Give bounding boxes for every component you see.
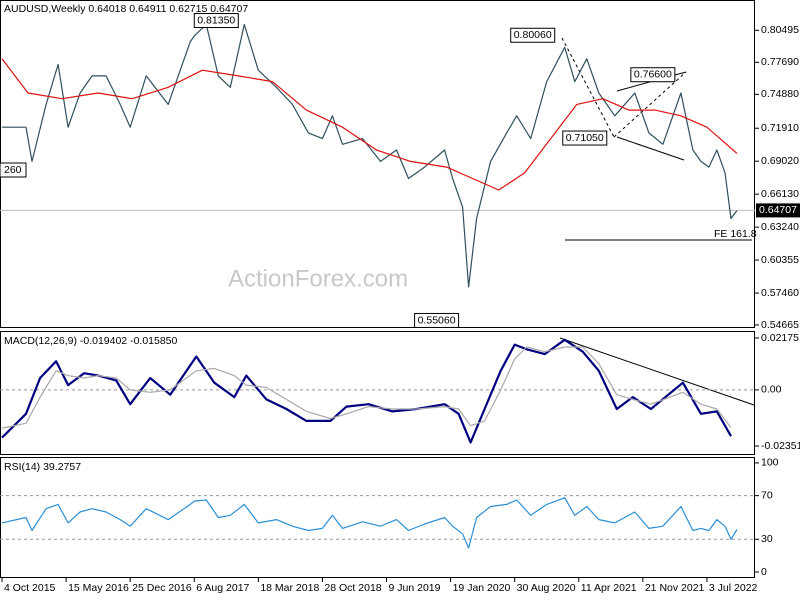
series-line bbox=[1, 497, 738, 549]
y-tick-label: 0.74880 bbox=[761, 88, 799, 100]
annotation-box bbox=[414, 312, 460, 328]
x-tick-label: 30 Aug 2020 bbox=[517, 582, 576, 594]
panel-title: RSI(14) 39.2757 bbox=[4, 461, 81, 473]
annotation-label: 0.80060 bbox=[514, 29, 552, 41]
edge-label: 260 bbox=[4, 164, 22, 176]
fib-line bbox=[561, 37, 615, 138]
x-tick-label: 21 Nov 2021 bbox=[645, 582, 705, 594]
series-line bbox=[1, 58, 738, 191]
y-tick-label: 100 bbox=[761, 457, 779, 469]
series-line bbox=[1, 338, 732, 444]
y-tick-label: 0.66130 bbox=[761, 188, 799, 200]
y-tick-label: 0.63240 bbox=[761, 221, 799, 233]
y-tick-label: 0.77690 bbox=[761, 56, 799, 68]
panel-title: AUDUSD,Weekly 0.64018 0.64911 0.62715 0.… bbox=[4, 3, 248, 15]
x-tick-label: 3 Jul 2022 bbox=[709, 582, 758, 594]
watermark: ActionForex.com bbox=[228, 265, 408, 292]
x-tick-label: 9 Jun 2019 bbox=[389, 582, 441, 594]
series-line bbox=[1, 346, 732, 429]
y-tick-label: -0.023519 bbox=[761, 440, 800, 452]
annotation-label: 0.71050 bbox=[566, 132, 604, 144]
y-tick-label: 30 bbox=[761, 533, 773, 545]
y-tick-label: 0.57460 bbox=[761, 287, 799, 299]
annotation-label: 0.81350 bbox=[197, 14, 235, 26]
fe-label: FE 161.8 bbox=[714, 228, 757, 240]
x-tick-label: 15 May 2016 bbox=[68, 582, 129, 594]
annotation-box bbox=[562, 130, 608, 146]
y-tick-label: 0 bbox=[761, 566, 767, 578]
last-price-box bbox=[756, 203, 800, 218]
y-tick-label: 70 bbox=[761, 489, 773, 501]
macd-panel-border bbox=[0, 331, 755, 455]
annotation-label: 0.76600 bbox=[634, 69, 672, 81]
x-tick-label: 4 Oct 2015 bbox=[4, 582, 56, 594]
annotation-box bbox=[193, 13, 239, 29]
panel-title: MACD(12,26,9) -0.019402 -0.015850 bbox=[4, 335, 178, 347]
x-tick-label: 28 Oct 2018 bbox=[324, 582, 381, 594]
x-tick-label: 25 Dec 2016 bbox=[132, 582, 192, 594]
series-line bbox=[2, 23, 738, 288]
y-tick-label: 0.00 bbox=[761, 384, 782, 396]
annotation-box bbox=[630, 67, 676, 83]
x-tick-label: 18 Mar 2018 bbox=[260, 582, 319, 594]
y-tick-label: 0.71910 bbox=[761, 122, 799, 134]
macd-trend-line bbox=[559, 337, 755, 406]
x-tick-label: 19 Jan 2020 bbox=[453, 582, 511, 594]
wedge-lower-line bbox=[616, 136, 685, 161]
x-tick-label: 6 Aug 2017 bbox=[196, 582, 249, 594]
annotation-box bbox=[510, 27, 556, 43]
x-tick-label: 11 Apr 2021 bbox=[581, 582, 637, 594]
last-price-label: 0.64707 bbox=[759, 204, 797, 216]
edge-label-box bbox=[0, 162, 27, 178]
y-tick-label: 0.60355 bbox=[761, 254, 799, 266]
annotation-label: 0.55060 bbox=[418, 314, 456, 326]
rsi-panel-border bbox=[0, 457, 755, 578]
y-tick-label: 0.021751 bbox=[761, 332, 800, 344]
y-tick-label: 0.80495 bbox=[761, 24, 799, 36]
y-tick-label: 0.54665 bbox=[761, 319, 799, 331]
fib-line bbox=[613, 71, 687, 138]
y-tick-label: 0.69020 bbox=[761, 155, 799, 167]
